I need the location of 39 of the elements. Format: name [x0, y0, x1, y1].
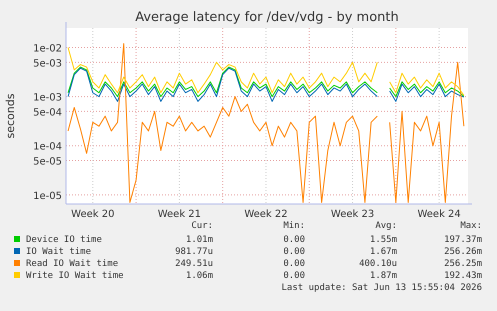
- text: 981.77u: [175, 247, 213, 257]
- text: 192.43m: [444, 271, 482, 281]
- y-axis-title: seconds: [4, 93, 17, 138]
- text: 1.67m: [370, 247, 397, 257]
- text: 0.00: [283, 247, 305, 257]
- x-tick-label: Week 21: [158, 209, 202, 220]
- x-tick-label: Week 23: [330, 209, 374, 220]
- text: 0.00: [283, 235, 305, 245]
- y-tick-label: 1e-02: [33, 44, 62, 55]
- x-tick-label: Week 24: [417, 209, 461, 220]
- text: Last update: Sat Jun 13 15:55:04 2026: [282, 283, 482, 293]
- chart-title: Average latency for /dev/vdg - by month: [135, 10, 399, 25]
- y-tick-label: 5e-03: [33, 58, 62, 70]
- text: Max:: [460, 221, 482, 231]
- legend-label: IO Wait time: [26, 247, 92, 257]
- text: 0.00: [283, 271, 305, 281]
- text: Avg:: [375, 221, 397, 231]
- text: 256.26m: [444, 247, 482, 257]
- y-tick-label: 5e-04: [33, 107, 62, 118]
- legend-label: Write IO Wait time: [26, 271, 124, 281]
- legend-label: Read IO Wait time: [26, 259, 118, 269]
- legend-label: Device IO time: [26, 235, 102, 245]
- text: 1.06m: [186, 271, 213, 281]
- y-tick-label: 1e-05: [33, 190, 62, 202]
- text: Cur:: [191, 221, 213, 231]
- x-tick-label: Week 22: [244, 209, 288, 220]
- text: 197.37m: [444, 235, 482, 245]
- text: 1.55m: [370, 235, 397, 245]
- text: 0.00: [283, 259, 305, 269]
- text: 256.25m: [444, 259, 482, 269]
- text: 1.01m: [186, 235, 213, 245]
- x-tick-label: Week 20: [71, 209, 114, 220]
- y-tick-label: 5e-05: [33, 156, 62, 168]
- text: 249.51u: [175, 259, 213, 269]
- y-tick-label: 1e-03: [33, 92, 62, 104]
- y-tick-label: 1e-04: [33, 142, 62, 153]
- text: Min:: [283, 221, 305, 231]
- text: 1.87m: [370, 271, 397, 281]
- text: 400.10u: [359, 259, 397, 269]
